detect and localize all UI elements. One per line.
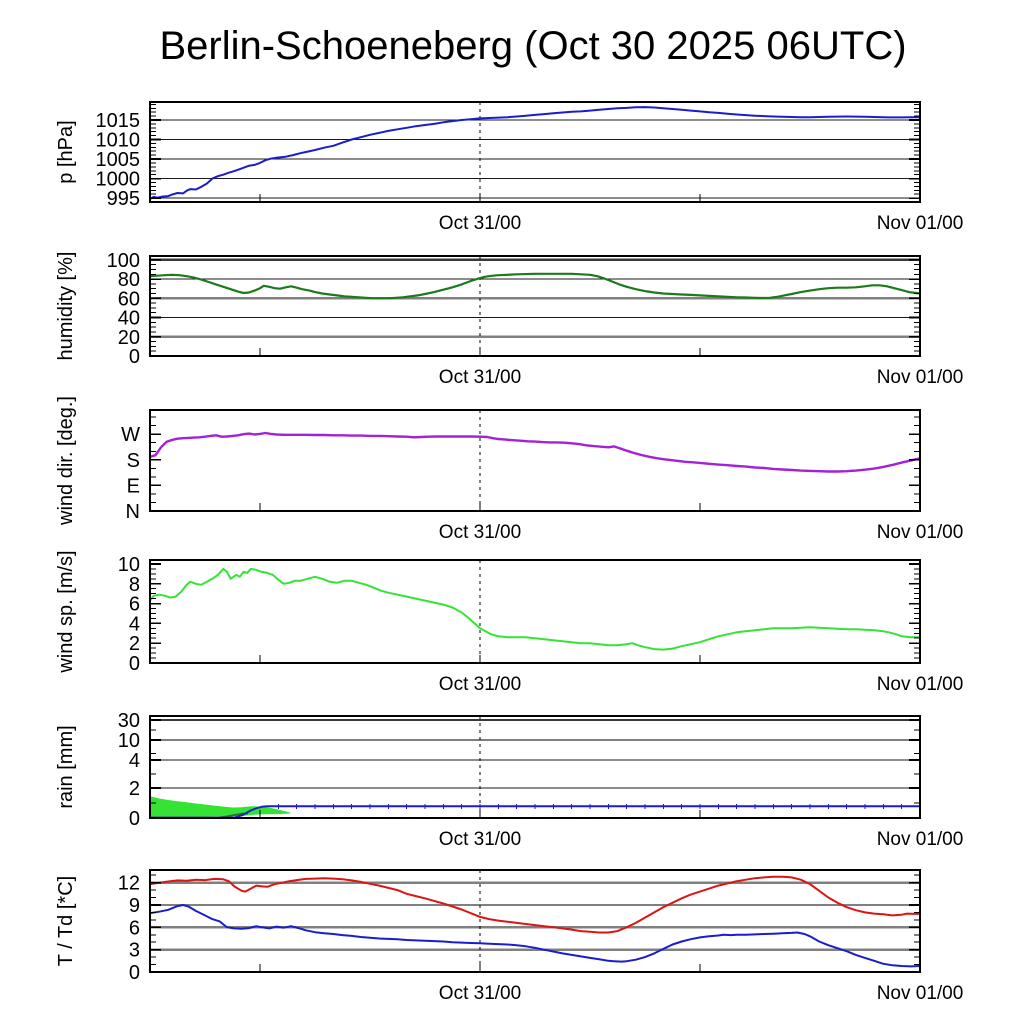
- y-tick-label: 10: [118, 554, 140, 576]
- y-tick-label: 8: [129, 574, 140, 596]
- y-tick-label: 2: [129, 778, 140, 800]
- y-tick-label: 10: [118, 730, 140, 752]
- y-tick-label: 0: [129, 808, 140, 830]
- y-tick-label: 30: [118, 710, 140, 732]
- y-tick-label: 0: [129, 962, 140, 984]
- x-tick-label: Oct 31/00: [439, 829, 521, 850]
- x-tick-label: Nov 01/00: [877, 213, 964, 234]
- wind-direction-line: [148, 431, 922, 473]
- x-tick-label: Oct 31/00: [439, 367, 521, 388]
- x-tick-label: Oct 31/00: [439, 522, 521, 543]
- x-tick-label: Nov 01/00: [877, 674, 964, 695]
- y-axis-label-temperature: T / Td [*C]: [55, 876, 77, 966]
- y-tick-label: E: [127, 475, 140, 497]
- pressure-line: [149, 106, 921, 200]
- y-tick-label: N: [126, 501, 140, 523]
- y-axis-label-humidity: humidity [%]: [55, 252, 77, 361]
- y-tick-label: S: [127, 450, 140, 472]
- x-tick-label: Oct 31/00: [439, 213, 521, 234]
- y-tick-label: 1010: [96, 130, 141, 152]
- y-axis-label-wind-direction: wind dir. [deg.]: [55, 396, 77, 526]
- rain-forecast-area-area: [150, 796, 292, 818]
- panel-frame: [149, 559, 921, 664]
- temperature-line: [149, 875, 921, 934]
- relative-humidity-line: [148, 272, 922, 300]
- x-tick-label: Nov 01/00: [877, 983, 964, 1004]
- y-tick-label: 1005: [96, 149, 141, 171]
- y-tick-label: 60: [118, 288, 140, 310]
- y-tick-label: 9: [129, 895, 140, 917]
- y-tick-label: 4: [129, 613, 140, 635]
- x-tick-label: Oct 31/00: [439, 983, 521, 1004]
- y-tick-label: 995: [107, 188, 140, 210]
- panel-frame: [149, 869, 921, 973]
- panel-frame: [149, 101, 921, 203]
- y-tick-label: 20: [118, 327, 140, 349]
- x-tick-label: Nov 01/00: [877, 367, 964, 388]
- wind-speed-line: [149, 567, 921, 651]
- page-title: Berlin-Schoeneberg (Oct 30 2025 06UTC): [159, 24, 907, 68]
- x-tick-label: Nov 01/00: [877, 829, 964, 850]
- y-tick-label: 6: [129, 594, 140, 616]
- y-tick-label: 80: [118, 269, 140, 291]
- panel-frame: [149, 255, 921, 357]
- y-axis-label-rain: rain [mm]: [55, 725, 77, 808]
- x-tick-label: Oct 31/00: [439, 674, 521, 695]
- y-tick-label: 4: [129, 750, 140, 772]
- y-tick-label: 12: [118, 873, 140, 895]
- y-tick-label: 1000: [96, 169, 141, 191]
- y-tick-label: W: [121, 424, 140, 446]
- panel-frame: [149, 409, 921, 512]
- dewpoint-line: [149, 904, 921, 968]
- panel-frame: [149, 715, 921, 819]
- y-tick-label: 1015: [96, 110, 141, 132]
- y-tick-label: 100: [107, 250, 140, 272]
- y-tick-label: 0: [129, 653, 140, 675]
- x-tick-label: Nov 01/00: [877, 522, 964, 543]
- y-axis-label-wind-speed: wind sp. [m/s]: [55, 550, 77, 673]
- y-tick-label: 6: [129, 917, 140, 939]
- y-tick-label: 2: [129, 633, 140, 655]
- y-tick-label: 3: [129, 940, 140, 962]
- y-tick-label: 0: [129, 346, 140, 368]
- y-tick-label: 40: [118, 308, 140, 330]
- y-axis-label-pressure: p [hPa]: [55, 120, 77, 183]
